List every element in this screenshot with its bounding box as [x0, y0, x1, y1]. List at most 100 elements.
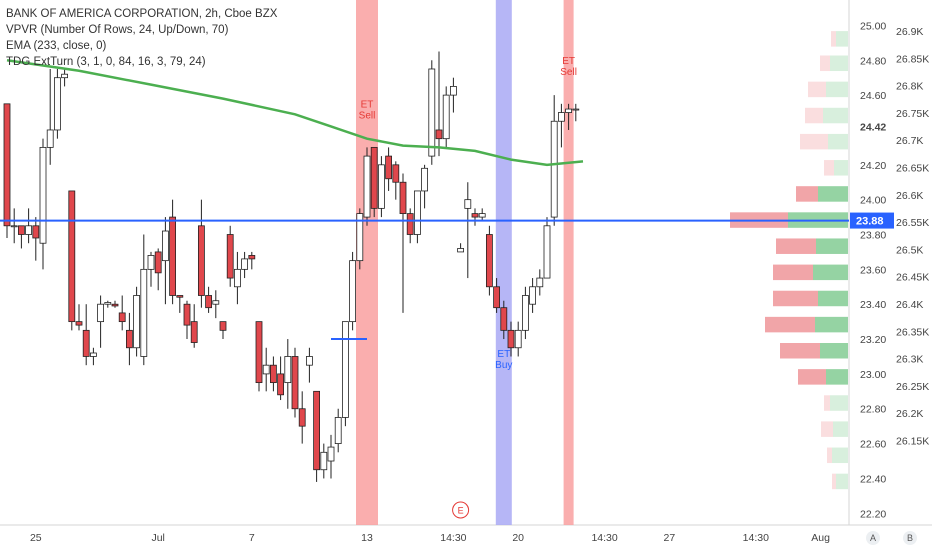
candle-body	[435, 129, 443, 140]
volume-profile-up-bar	[820, 342, 848, 359]
candle-body	[327, 446, 335, 462]
y-tick-label-right: 26.25K	[896, 381, 929, 393]
candle-body	[46, 129, 54, 148]
candle-body	[118, 312, 126, 323]
y-tick-label-right: 26.85K	[896, 53, 929, 65]
candle-body	[226, 234, 234, 279]
volume-profile-down-bar	[780, 342, 820, 359]
volume-profile-down-bar	[821, 421, 833, 437]
candle-body	[169, 216, 177, 296]
candle-body	[269, 364, 277, 384]
y-tick-label: 23.40	[860, 299, 886, 311]
y-tick-label-right: 26.65K	[896, 163, 929, 175]
legend-tdg: TDG ExtTurn (3, 1, 0, 84, 16, 3, 79, 24)	[6, 56, 206, 68]
candle-body	[493, 286, 501, 309]
candle-body	[82, 329, 90, 357]
signal-label-sell: Sell	[359, 110, 376, 121]
candle-body	[514, 329, 522, 349]
y-tick-label-right: 26.45K	[896, 272, 929, 284]
candle-body	[3, 103, 11, 227]
candle-body	[32, 225, 40, 239]
candle-body	[565, 108, 572, 113]
y-tick-label-right: 26.35K	[896, 326, 929, 338]
candle-body	[183, 303, 191, 326]
volume-profile-down-bar	[796, 186, 818, 202]
candle-body	[543, 225, 551, 279]
volume-profile-down-bar	[765, 316, 815, 333]
y-tick-label-right: 26.55K	[896, 217, 929, 229]
auto-scale-button[interactable]: A	[866, 531, 880, 545]
y-tick-label: 22.60	[860, 439, 886, 451]
candle-body	[377, 164, 385, 209]
candle-body	[133, 295, 141, 349]
x-tick-label: 7	[249, 532, 255, 544]
volume-profile-up-bar	[826, 81, 848, 98]
candle-body	[25, 225, 33, 235]
y-tick-label: 22.20	[860, 508, 886, 520]
signal-band-sell	[356, 0, 378, 525]
volume-profile-down-bar	[773, 290, 818, 307]
candle-body	[385, 155, 393, 180]
candle-body	[284, 356, 292, 384]
candle-body	[457, 248, 465, 253]
y-tick-label-right: 26.5K	[896, 244, 923, 256]
y-tick-label: 23.20	[860, 334, 886, 346]
volume-profile-up-bar	[823, 107, 848, 124]
signal-label-sell: ET	[562, 56, 575, 67]
x-tick-label: 13	[361, 532, 373, 544]
candle-body	[205, 295, 213, 309]
volume-profile-down-bar	[820, 55, 830, 72]
candle-body	[262, 364, 270, 375]
signal-band-sell	[563, 0, 574, 525]
candle-body	[241, 258, 249, 270]
candle-body	[255, 321, 263, 384]
volume-profile-up-bar	[833, 421, 848, 437]
volume-profile-down-bar	[824, 160, 834, 176]
candle-body	[370, 146, 378, 209]
chart-legend: BANK OF AMERICA CORPORATION, 2h, Cboe BZ…	[6, 6, 277, 70]
signal-label-sell: Sell	[560, 67, 577, 78]
y-tick-label: 23.60	[860, 264, 886, 276]
candle-body	[550, 120, 558, 218]
volume-profile-up-bar	[830, 55, 848, 72]
volume-profile-up-bar	[832, 447, 848, 464]
candle-body	[500, 307, 508, 331]
candle-body	[219, 321, 227, 331]
volume-profile-up-bar	[815, 316, 848, 333]
candle-body	[572, 108, 580, 111]
y-tick-label-right: 26.8K	[896, 81, 923, 93]
candle-body	[17, 225, 25, 235]
candle-body	[197, 225, 205, 296]
legend-title: BANK OF AMERICA CORPORATION, 2h, Cboe BZ…	[6, 8, 278, 20]
volume-profile-up-bar	[836, 31, 848, 47]
price-axis-bg	[849, 0, 932, 550]
volume-profile-down-bar	[773, 264, 813, 281]
candle-body	[558, 112, 565, 122]
y-tick-label: 22.80	[860, 404, 886, 416]
volume-profile-up-bar	[830, 395, 848, 411]
volume-profile-up-bar	[826, 369, 848, 385]
candle-body	[413, 190, 421, 235]
candle-body	[54, 77, 61, 131]
candle-body	[190, 321, 198, 343]
candle-body	[478, 213, 486, 218]
candle-body	[428, 68, 436, 157]
candle-body	[39, 146, 47, 244]
candle-body	[140, 268, 148, 357]
volume-profile-up-bar	[813, 264, 848, 281]
x-tick-label: 14:30	[440, 532, 466, 544]
volume-profile-down-bar	[776, 238, 816, 254]
y-tick-label-right: 26.6K	[896, 190, 923, 202]
y-tick-label: 24.80	[860, 55, 886, 67]
y-tick-label-right: 26.4K	[896, 299, 923, 311]
candle-body	[212, 300, 220, 305]
y-tick-label: 24.60	[860, 90, 886, 102]
y-tick-label-right: 26.15K	[896, 436, 929, 448]
volume-profile-down-bar	[831, 31, 836, 47]
log-scale-button[interactable]: B	[903, 531, 917, 545]
candle-body	[61, 73, 68, 79]
candle-body	[126, 329, 133, 349]
candle-body	[334, 417, 342, 444]
candle-body	[399, 181, 407, 215]
